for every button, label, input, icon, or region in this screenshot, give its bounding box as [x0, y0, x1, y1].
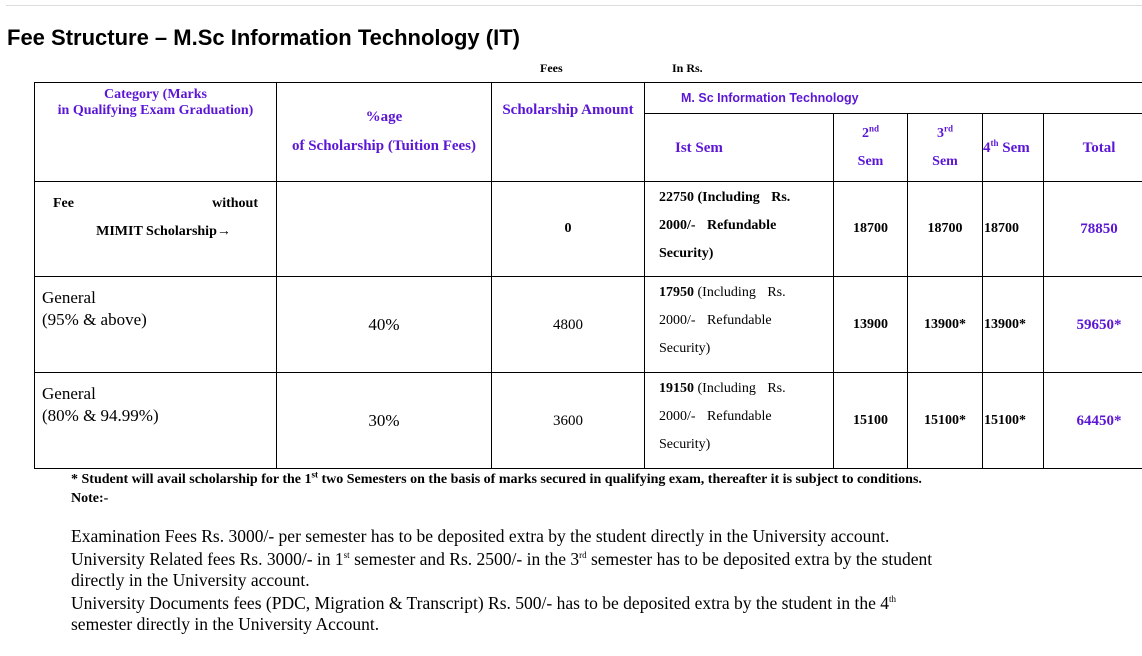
superscript: th	[990, 137, 999, 148]
fee-cell: 18700	[833, 181, 908, 277]
title: Fee Structure – M.Sc Information Technol…	[7, 25, 520, 50]
total-cell: 64450*	[1042, 372, 1142, 469]
note: University Related fees Rs. 3000/- in 1s…	[71, 549, 961, 592]
text: 2nd	[838, 120, 903, 148]
text: Sem	[932, 153, 958, 169]
text: * Student will avail scholarship for the…	[71, 472, 312, 487]
header-sem: 2nd Sem	[833, 113, 908, 182]
text: (Including Rs. 2000/- Refundable Securit…	[659, 381, 786, 452]
text: (95% & above)	[42, 310, 147, 329]
text: General	[42, 288, 96, 307]
text: University Related fees Rs. 3000/- in 1	[71, 548, 344, 569]
text: 30%	[368, 410, 400, 430]
text: Fee without	[53, 196, 258, 211]
fee-cell: 15100*	[907, 372, 983, 469]
total-cell: 78850	[1042, 181, 1142, 277]
header-percentage: %age of Scholarship (Tuition Fees)	[276, 82, 492, 182]
percentage-cell: 40%	[276, 276, 492, 373]
text: in Qualifying Exam Graduation)	[57, 103, 254, 118]
category-cell: General (95% & above)	[34, 276, 277, 373]
fee-table: Category (Marks in Qualifying Exam Gradua…	[34, 82, 1142, 469]
text: two Semesters on the basis of marks secu…	[318, 472, 922, 487]
fee-cell: 13900	[833, 276, 908, 373]
fee-cell: 13900*	[907, 276, 983, 373]
category-cell: General (80% & 94.99%)	[34, 372, 277, 469]
scholarship-cell: 4800	[491, 276, 645, 373]
fee-cell: 13900*	[982, 276, 1044, 373]
superscript: rd	[579, 549, 587, 560]
note-label: Note:-	[71, 491, 109, 506]
text: 2	[861, 125, 869, 141]
text: of Scholarship (Tuition Fees)	[291, 138, 477, 154]
text: (80% & 94.99%)	[42, 406, 159, 425]
scholarship-cell: 0	[491, 181, 645, 277]
text: 3	[937, 125, 944, 141]
text: University Documents fees (PDC, Migratio…	[71, 592, 890, 613]
sem1-cell: 22750 (Including Rs. 2000/- Refundable S…	[644, 181, 834, 277]
superscript: th	[889, 593, 897, 604]
table-row: General (80% & 94.99%) 30% 3600 19150 (Inclu…	[34, 372, 1142, 469]
note: University Documents fees (PDC, Migratio…	[71, 593, 961, 636]
fee-cell: 15100*	[982, 372, 1044, 469]
note: Examination Fees Rs. 3000/- per semester…	[71, 526, 961, 548]
fee-cell: 15100	[833, 372, 908, 469]
divider	[6, 5, 1142, 6]
footnote-text: * Student will avail scholarship for the…	[71, 470, 961, 489]
notes: Examination Fees Rs. 3000/- per semester…	[71, 526, 961, 637]
superscript: st	[311, 469, 319, 480]
text: Category (Marks	[103, 87, 208, 102]
header-total: Total	[1042, 113, 1142, 182]
header-scholarship: Scholarship Amount	[491, 82, 645, 182]
text: 19150	[659, 381, 694, 396]
text: General	[42, 384, 96, 403]
text: MIMIT Scholarship→	[96, 224, 231, 239]
category-cell: Fee without MIMIT Scholarship→	[34, 181, 277, 277]
table-row: Fee without MIMIT Scholarship→ 0 22750 (Inc…	[34, 181, 1142, 277]
fee-cell: 18700	[982, 181, 1044, 277]
text: (Including Rs. 2000/- Refundable Securit…	[659, 190, 791, 261]
text: Sem	[998, 139, 1030, 156]
top-label: Fees	[540, 61, 563, 75]
header-sem: 4th Sem	[982, 113, 1044, 182]
text: 4	[983, 139, 991, 156]
fee-cell: 18700	[907, 181, 983, 277]
text: semester has to be deposited extra by th…	[71, 548, 933, 591]
top-label: In Rs.	[672, 61, 703, 75]
total-cell: 59650*	[1042, 276, 1142, 373]
header-sem: Ist Sem	[644, 113, 834, 182]
header-category: Category (Marks in Qualifying Exam Gradua…	[34, 82, 277, 182]
text: 3rd	[912, 120, 978, 148]
text: Examination Fees Rs. 3000/- per semester…	[71, 526, 890, 546]
superscript: rd	[944, 122, 953, 133]
sem1-cell: 19150 (Including Rs. 2000/- Refundable S…	[644, 372, 834, 469]
sem1-cell: 17950 (Including Rs. 2000/- Refundable S…	[644, 276, 834, 373]
superscript: nd	[868, 122, 879, 133]
text: 40%	[368, 314, 400, 334]
text: semester directly in the University Acco…	[71, 614, 380, 634]
text: 22750	[659, 190, 694, 205]
header-sem: 3rd Sem	[907, 113, 983, 182]
footnote: * Student will avail scholarship for the…	[71, 470, 961, 508]
superscript: st	[343, 549, 350, 560]
text: Sem	[857, 153, 884, 169]
text: 17950	[659, 285, 694, 300]
text: semester and Rs. 2500/- in the 3	[349, 548, 580, 569]
percentage-cell: 30%	[276, 372, 492, 469]
scholarship-cell: 3600	[491, 372, 645, 469]
header-program: M. Sc Information Technology	[643, 82, 1142, 114]
table-row: General (95% & above) 40% 4800 17950 (Includ…	[34, 276, 1142, 373]
text: (Including Rs. 2000/- Refundable Securit…	[659, 285, 786, 356]
percentage-cell	[276, 181, 492, 277]
text: %age	[365, 109, 403, 125]
